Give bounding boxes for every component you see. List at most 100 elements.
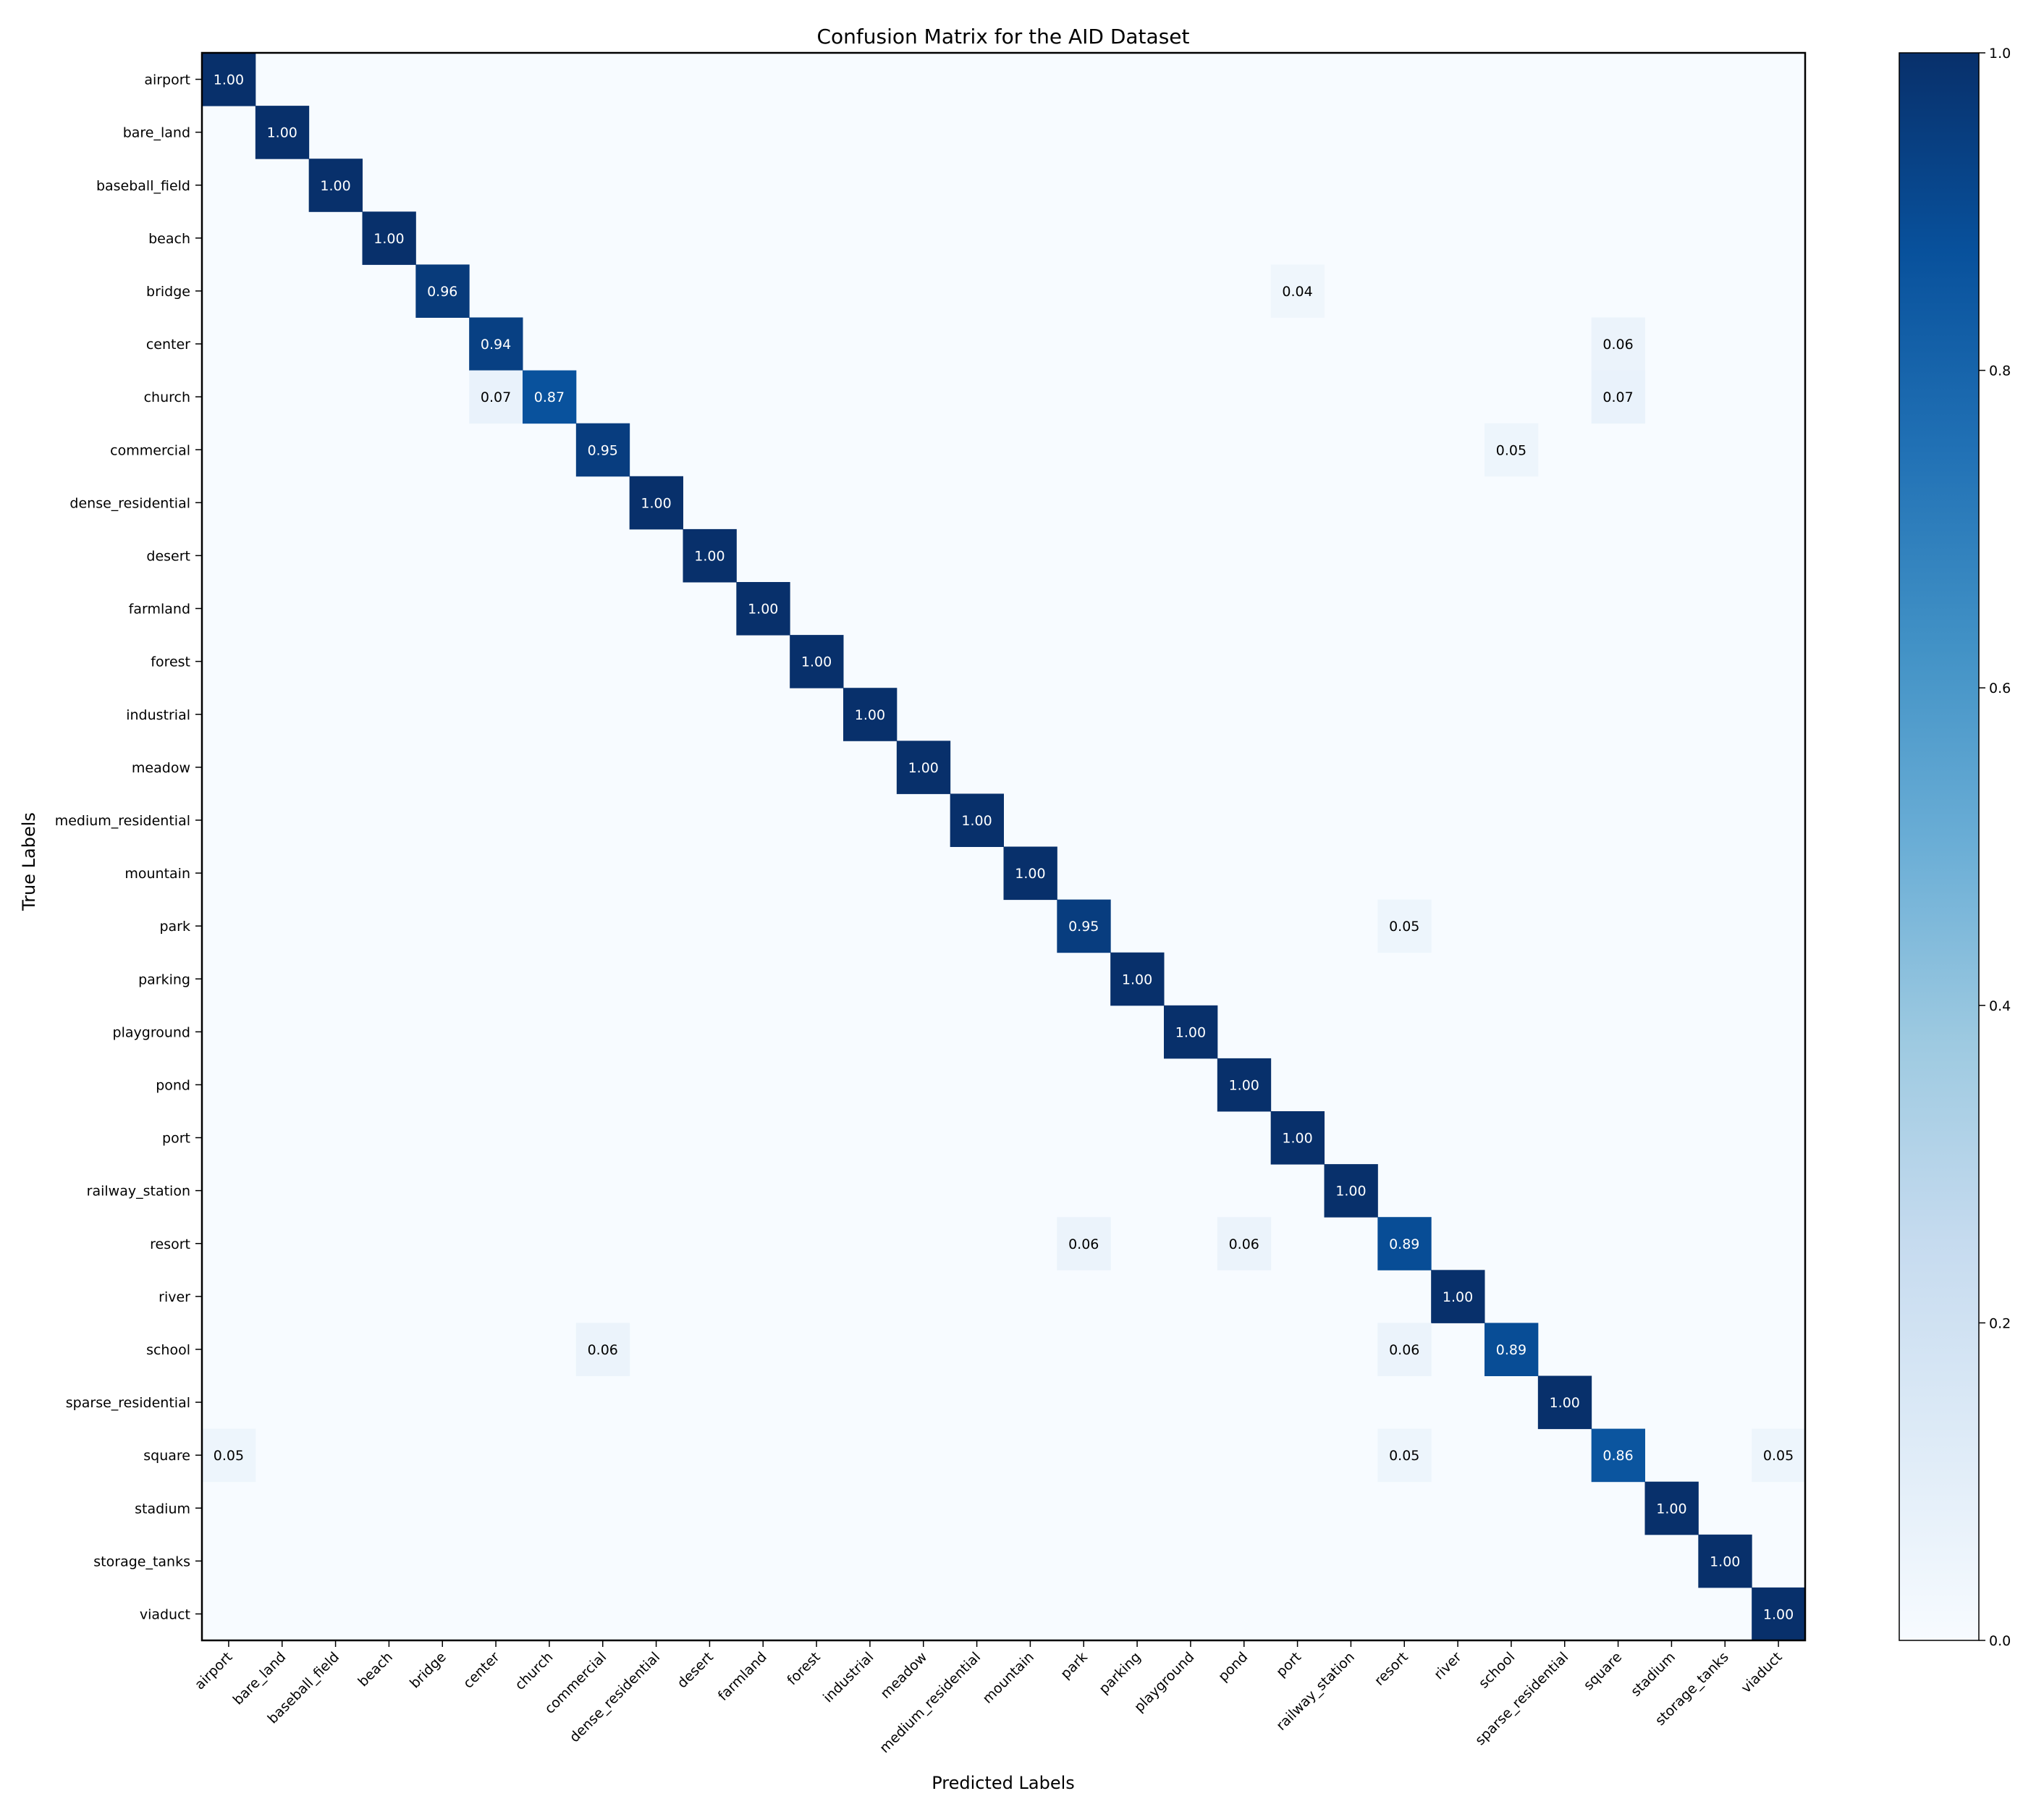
heatmap-cell: [1217, 1217, 1272, 1270]
cell-value-label: 1.00: [694, 548, 725, 564]
heatmap-cell: [1377, 1217, 1432, 1270]
cell-value-label: 0.86: [1602, 1448, 1633, 1464]
x-tick-label: school: [1476, 1649, 1519, 1692]
heatmap-cell: [683, 528, 737, 583]
heatmap-cell: [415, 264, 470, 318]
cell-value-label: 1.00: [908, 760, 939, 776]
y-tick-label: bare_land: [123, 125, 190, 141]
heatmap-cell: [1217, 1058, 1272, 1112]
y-tick-label: sparse_residential: [66, 1395, 190, 1411]
heatmap-cell: [469, 317, 523, 371]
y-tick-label: medium_residential: [55, 813, 190, 829]
heatmap-cell: [1485, 1323, 1539, 1376]
cell-value-label: 0.05: [1496, 442, 1526, 458]
y-tick-label: beach: [148, 231, 190, 247]
cell-value-label: 0.06: [1068, 1236, 1099, 1252]
heatmap-cell: [1485, 423, 1539, 477]
cell-value-label: 0.06: [588, 1342, 618, 1358]
heatmap-cell: [1110, 952, 1165, 1006]
heatmap-cell: [575, 423, 630, 477]
cell-value-label: 1.00: [961, 813, 992, 829]
colorbar: [1899, 52, 1980, 1641]
heatmap-cell: [1057, 1217, 1111, 1270]
cell-value-label: 0.95: [1068, 919, 1099, 935]
cell-value-label: 0.05: [1389, 919, 1419, 935]
y-tick-label: dense_residential: [69, 495, 190, 511]
heatmap-cell: [1377, 1323, 1432, 1376]
heatmap-cell: [575, 1323, 630, 1376]
cell-value-label: 1.00: [1335, 1184, 1366, 1200]
cell-value-label: 1.00: [320, 178, 350, 194]
y-tick-label: stadium: [135, 1501, 190, 1517]
x-tick-label: industrial: [820, 1649, 877, 1706]
x-tick-label: center: [460, 1649, 503, 1692]
cell-value-label: 0.04: [1282, 284, 1312, 300]
y-tick-label: airport: [144, 72, 190, 88]
x-tick-label: church: [512, 1649, 556, 1693]
y-tick-label: viaduct: [140, 1606, 190, 1622]
heatmap-cell: [1270, 1111, 1325, 1165]
heatmap-cell: [1591, 370, 1645, 424]
cell-value-label: 1.00: [267, 125, 297, 141]
x-tick-label: mountain: [979, 1649, 1037, 1707]
heatmap-cell: [1537, 1375, 1592, 1430]
cell-value-label: 0.95: [588, 442, 618, 458]
x-tick-label: park: [1057, 1649, 1091, 1682]
x-tick-label: parking: [1096, 1649, 1144, 1697]
cell-value-label: 1.00: [1656, 1501, 1686, 1517]
x-tick-label: meadow: [877, 1649, 930, 1702]
cell-value-label: 0.06: [1389, 1342, 1419, 1358]
cell-value-label: 0.05: [214, 1448, 244, 1464]
heatmap-cell: [1752, 1428, 1806, 1483]
heatmap-cell: [1377, 1428, 1432, 1483]
heatmap-cell: [1003, 846, 1057, 901]
x-tick-label: square: [1581, 1649, 1625, 1693]
y-tick-label: playground: [113, 1024, 190, 1040]
y-tick-label: forest: [151, 654, 190, 670]
colorbar-tick-label: 0.8: [1989, 363, 2011, 379]
colorbar-tick-label: 0.6: [1989, 680, 2011, 696]
cell-value-label: 1.00: [1282, 1131, 1312, 1147]
heatmap-cell: [469, 370, 523, 424]
y-tick-label: square: [143, 1448, 190, 1464]
cell-value-label: 1.00: [641, 495, 671, 511]
cell-value-label: 1.00: [214, 72, 244, 88]
x-tick-label: airport: [192, 1649, 236, 1693]
y-tick-label: river: [159, 1289, 190, 1305]
x-tick-label: desert: [675, 1649, 717, 1691]
cell-value-label: 1.00: [1122, 971, 1152, 987]
x-tick-label: pond: [1215, 1649, 1251, 1685]
heatmap-cell: [1057, 899, 1111, 953]
heatmap-cell: [1752, 1587, 1806, 1641]
x-tick-label: stadium: [1628, 1649, 1678, 1700]
x-tick-label: port: [1273, 1649, 1304, 1680]
heatmap-cells: [202, 53, 1806, 1641]
cell-value-label: 1.00: [1443, 1289, 1473, 1305]
cell-value-label: 1.00: [1710, 1554, 1740, 1569]
x-tick-label: forest: [784, 1649, 823, 1688]
y-tick-label: commercial: [110, 442, 190, 458]
cell-value-label: 1.00: [801, 654, 832, 670]
cell-value-label: 0.89: [1389, 1236, 1419, 1252]
heatmap-cell: [843, 688, 898, 741]
y-tick-label: pond: [156, 1077, 190, 1093]
y-tick-label: school: [146, 1342, 190, 1358]
heatmap-cell: [255, 106, 310, 159]
cell-value-label: 1.00: [748, 602, 778, 618]
heatmap-cell: [308, 159, 363, 212]
x-tick-label: dense_residential: [567, 1649, 663, 1745]
heatmap-cell: [736, 582, 790, 636]
colorbar-tick-label: 0.4: [1989, 998, 2011, 1014]
heatmap-cell: [1591, 1428, 1645, 1483]
cell-value-label: 0.96: [427, 284, 457, 300]
cell-value-labels: 1.00 1.00 1.00 1.00 0.96 0.04 0.94 0.06 0.07 0.87…: [214, 72, 1794, 1623]
y-tick-label: industrial: [126, 707, 190, 723]
y-tick-label: mountain: [124, 866, 190, 882]
x-axis-label: Predicted Labels: [932, 1773, 1075, 1793]
cell-value-label: 1.00: [373, 231, 404, 247]
cell-value-label: 1.00: [1229, 1077, 1259, 1093]
y-tick-label: park: [159, 919, 190, 935]
heatmap-cell: [202, 1428, 256, 1483]
cell-value-label: 0.07: [1602, 389, 1633, 405]
colorbar-tick-label: 1.0: [1989, 46, 2011, 62]
